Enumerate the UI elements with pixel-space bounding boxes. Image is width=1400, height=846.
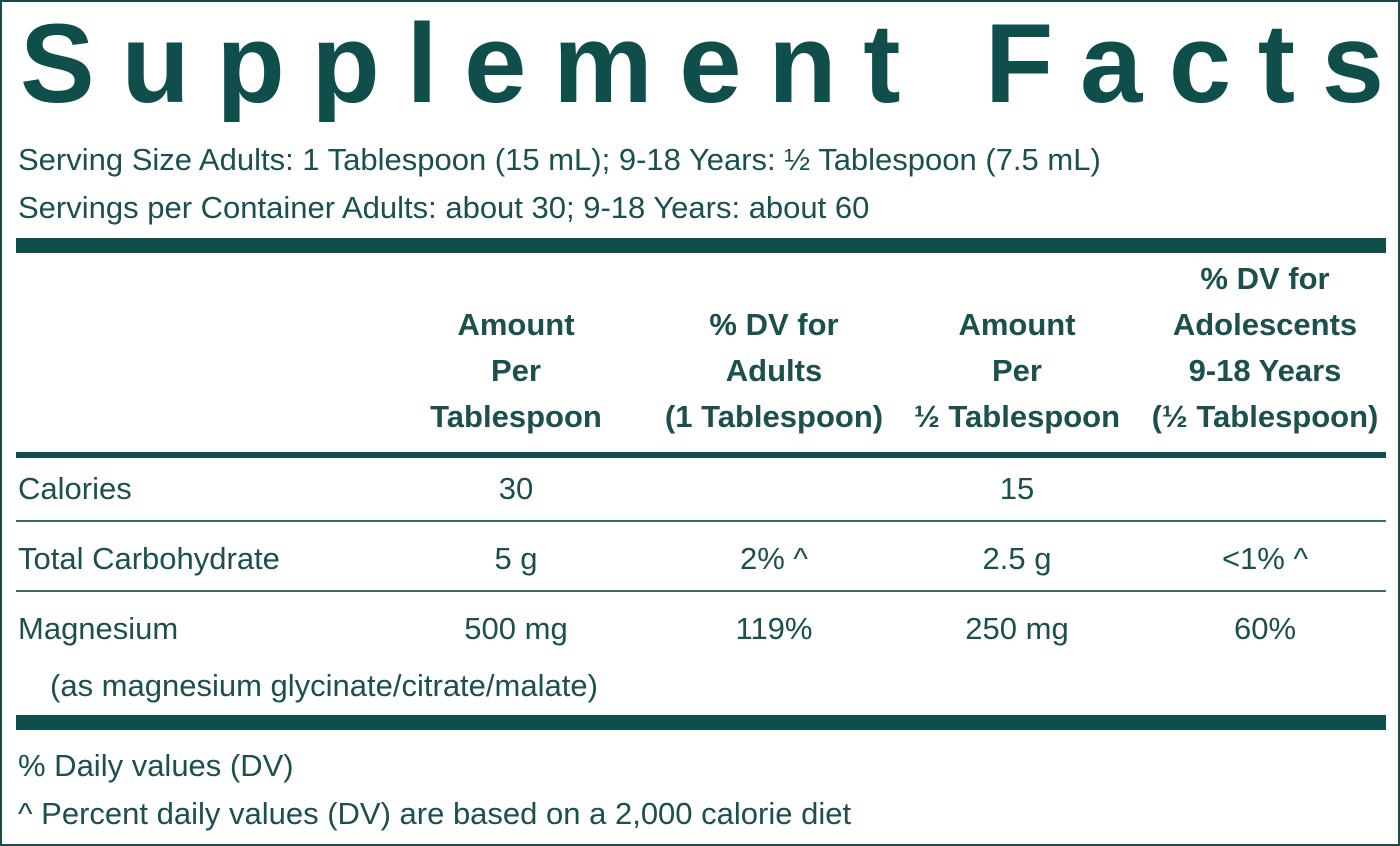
header-line: ½ Tablespoon (913, 399, 1121, 434)
row-rule (16, 590, 1386, 592)
cell: 2% ^ (740, 541, 808, 576)
header-rule (16, 452, 1386, 458)
title: Supplement Facts (20, 2, 1384, 122)
header-line: Adolescents (1172, 307, 1358, 342)
header-line: % DV for (1200, 261, 1330, 296)
header-line: Adults (725, 353, 823, 388)
cell: <1% ^ (1221, 541, 1309, 576)
cell: 119% (735, 611, 813, 646)
header-line: Per (992, 353, 1042, 388)
header-line: 9-18 Years (1188, 353, 1342, 388)
cell: 5 g (494, 541, 538, 576)
cell: 15 (999, 471, 1035, 506)
header-line: Per (491, 353, 541, 388)
footnote: ^ Percent daily values (DV) are based on… (18, 796, 852, 831)
row-label: Magnesium (18, 611, 179, 646)
thick-rule (16, 715, 1386, 730)
serving-line: Servings per Container Adults: about 30;… (18, 190, 870, 225)
footnote: % Daily values (DV) (18, 748, 294, 783)
column-header: % DV for Adolescents 9-18 Years (½ Tablespo… (1140, 256, 1390, 440)
row-label: Calories (18, 471, 132, 506)
column-header: Amount Per Tablespoon (391, 302, 641, 440)
row-sublabel: (as magnesium glycinate/citrate/malate) (50, 668, 598, 703)
row-rule (16, 520, 1386, 522)
header-line: Tablespoon (430, 399, 602, 434)
header-line: Amount (958, 307, 1076, 342)
header-line: Amount (457, 307, 575, 342)
cell: 250 mg (965, 611, 1069, 646)
column-header: Amount Per ½ Tablespoon (892, 302, 1142, 440)
header-line: (1 Tablespoon) (664, 399, 884, 434)
header-line: (½ Tablespoon) (1151, 399, 1379, 434)
cell: 500 mg (464, 611, 568, 646)
cell: 30 (498, 471, 534, 506)
serving-line: Serving Size Adults: 1 Tablespoon (15 mL… (18, 142, 1101, 177)
header-line: % DV for (709, 307, 839, 342)
thick-rule (16, 238, 1386, 253)
cell: 60% (1233, 611, 1297, 646)
title-area: Supplement Facts (20, 2, 1384, 122)
column-header: % DV for Adults (1 Tablespoon) (649, 302, 899, 440)
cell: 2.5 g (982, 541, 1052, 576)
row-label: Total Carbohydrate (18, 541, 280, 576)
